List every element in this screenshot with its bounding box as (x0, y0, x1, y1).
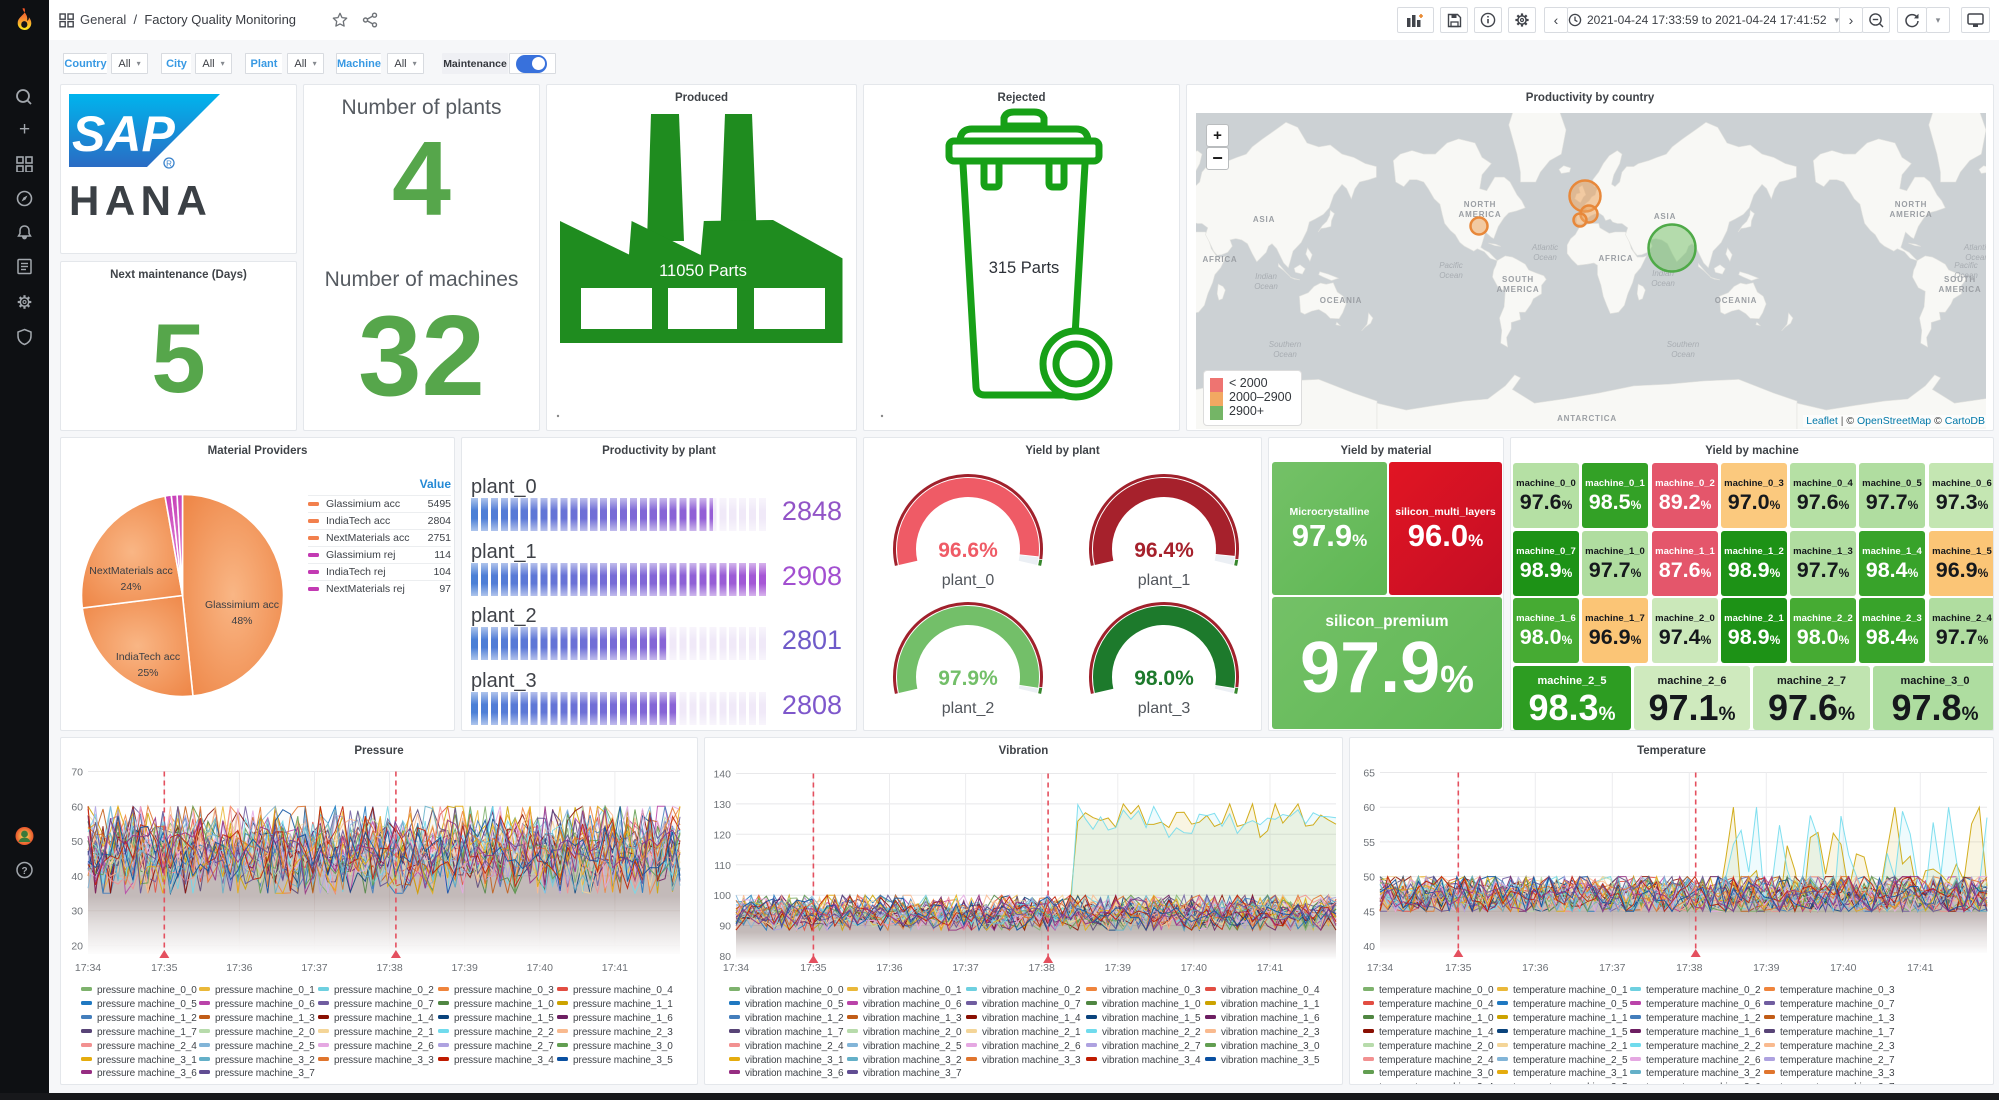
svg-text:Pacific: Pacific (1954, 261, 1978, 270)
svg-text:140: 140 (713, 769, 731, 781)
svg-text:30: 30 (71, 906, 83, 918)
svg-text:120: 120 (713, 829, 731, 841)
svg-text:17:39: 17:39 (1105, 962, 1131, 974)
svg-text:Ocean: Ocean (1273, 350, 1297, 359)
svg-text:65: 65 (1363, 768, 1375, 780)
svg-text:Ocean: Ocean (1954, 271, 1978, 280)
svg-text:AMERICA: AMERICA (1939, 285, 1982, 294)
svg-text:17:41: 17:41 (602, 962, 628, 974)
svg-text:R: R (166, 160, 172, 169)
svg-text:97.9%: 97.9% (938, 667, 998, 690)
svg-text:17:37: 17:37 (301, 962, 327, 974)
svg-text:17:40: 17:40 (527, 962, 553, 974)
svg-text:60: 60 (1363, 802, 1375, 814)
svg-text:AMERICA: AMERICA (1497, 285, 1540, 294)
svg-text:plant_3: plant_3 (1138, 700, 1191, 717)
svg-text:Ocean: Ocean (1254, 282, 1278, 291)
svg-text:SOUTH: SOUTH (1502, 275, 1534, 284)
svg-text:315 Parts: 315 Parts (989, 259, 1060, 277)
svg-text:IndiaTech acc: IndiaTech acc (116, 651, 180, 663)
svg-text:Indian: Indian (1652, 269, 1674, 278)
svg-text:90: 90 (719, 921, 731, 933)
svg-text:17:34: 17:34 (1367, 962, 1393, 974)
svg-text:Atlantic: Atlantic (1963, 243, 1986, 252)
svg-text:24%: 24% (120, 581, 141, 593)
svg-text:plant_2: plant_2 (942, 700, 995, 717)
svg-text:17:39: 17:39 (1753, 962, 1779, 974)
svg-text:17:39: 17:39 (452, 962, 478, 974)
svg-text:AMERICA: AMERICA (1890, 210, 1933, 219)
svg-text:17:36: 17:36 (876, 962, 902, 974)
svg-text:70: 70 (71, 767, 83, 779)
svg-text:80: 80 (719, 951, 731, 963)
svg-text:ASIA: ASIA (1253, 215, 1275, 224)
svg-text:17:37: 17:37 (1599, 962, 1625, 974)
svg-text:Indian: Indian (1255, 272, 1277, 281)
svg-text:OCEANIA: OCEANIA (1715, 296, 1758, 305)
svg-text:45: 45 (1363, 906, 1375, 918)
svg-text:plant_1: plant_1 (1138, 572, 1191, 589)
svg-text:11050 Parts: 11050 Parts (659, 262, 747, 280)
svg-text:40: 40 (71, 871, 83, 883)
svg-text:17:35: 17:35 (1445, 962, 1471, 974)
svg-text:17:35: 17:35 (151, 962, 177, 974)
svg-text:AMERICA: AMERICA (1459, 210, 1502, 219)
svg-text:Pacific: Pacific (1439, 261, 1463, 270)
svg-text:40: 40 (1363, 941, 1375, 953)
svg-text:50: 50 (71, 836, 83, 848)
svg-text:17:41: 17:41 (1257, 962, 1283, 974)
svg-text:55: 55 (1363, 837, 1375, 849)
svg-text:60: 60 (71, 801, 83, 813)
svg-text:17:34: 17:34 (723, 962, 749, 974)
svg-text:Ocean: Ocean (1533, 253, 1557, 262)
svg-text:SAP: SAP (72, 106, 175, 162)
svg-text:ASIA: ASIA (1654, 212, 1676, 221)
svg-text:Glassimium acc: Glassimium acc (205, 599, 279, 611)
svg-text:100: 100 (713, 890, 731, 902)
svg-text:20: 20 (71, 941, 83, 953)
svg-text:96.4%: 96.4% (1134, 539, 1194, 562)
svg-text:ANTARCTICA: ANTARCTICA (1557, 414, 1617, 423)
svg-text:Ocean: Ocean (1965, 253, 1986, 262)
svg-text:SOUTH: SOUTH (1944, 275, 1976, 284)
svg-text:Ocean: Ocean (1439, 271, 1463, 280)
svg-text:98.0%: 98.0% (1134, 667, 1194, 690)
svg-text:130: 130 (713, 799, 731, 811)
svg-text:AFRICA: AFRICA (1598, 254, 1633, 263)
svg-text:OCEANIA: OCEANIA (1320, 296, 1363, 305)
svg-text:17:37: 17:37 (952, 962, 978, 974)
svg-text:?: ? (21, 866, 27, 877)
svg-text:Ocean: Ocean (1671, 350, 1695, 359)
svg-text:17:38: 17:38 (1676, 962, 1702, 974)
svg-text:96.6%: 96.6% (938, 539, 998, 562)
svg-text:NORTH: NORTH (1895, 200, 1927, 209)
svg-text:17:38: 17:38 (376, 962, 402, 974)
svg-text:Ocean: Ocean (1651, 279, 1675, 288)
svg-text:NORTH: NORTH (1464, 200, 1496, 209)
svg-text:Southern: Southern (1667, 340, 1700, 349)
svg-text:17:40: 17:40 (1181, 962, 1207, 974)
svg-text:NextMaterials acc: NextMaterials acc (89, 565, 172, 577)
svg-text:110: 110 (714, 860, 731, 872)
svg-text:17:34: 17:34 (75, 962, 101, 974)
svg-text:17:40: 17:40 (1830, 962, 1856, 974)
svg-text:17:36: 17:36 (226, 962, 252, 974)
svg-text:17:35: 17:35 (800, 962, 826, 974)
svg-text:48%: 48% (231, 615, 252, 627)
svg-text:17:38: 17:38 (1029, 962, 1055, 974)
svg-text:17:36: 17:36 (1522, 962, 1548, 974)
svg-text:AFRICA: AFRICA (1202, 255, 1237, 264)
svg-text:25%: 25% (137, 667, 158, 679)
svg-text:plant_0: plant_0 (942, 572, 995, 589)
svg-text:50: 50 (1363, 872, 1375, 884)
svg-text:Southern: Southern (1269, 340, 1302, 349)
svg-text:Atlantic: Atlantic (1531, 243, 1558, 252)
svg-text:17:41: 17:41 (1907, 962, 1933, 974)
